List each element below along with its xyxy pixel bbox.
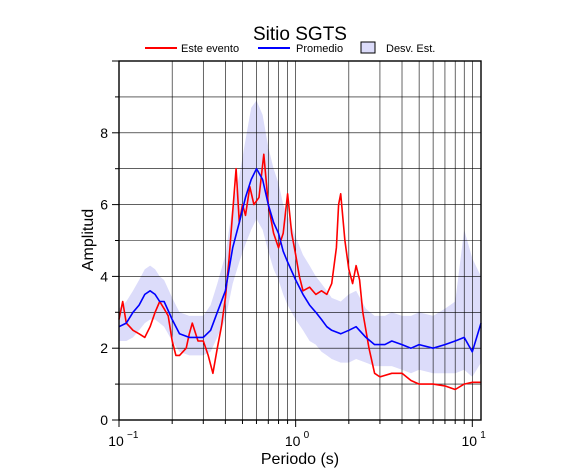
grid-layer xyxy=(118,61,481,420)
y-tick-label: 6 xyxy=(100,197,108,213)
legend-label: Este evento xyxy=(181,43,239,55)
x-axis-label: Periodo (s) xyxy=(261,451,339,468)
series-line-promedio xyxy=(118,167,482,353)
legend-label: Promedio xyxy=(296,43,343,55)
chart-title: Sitio SGTS xyxy=(253,24,347,45)
x-tick-exponent: −1 xyxy=(127,430,139,441)
y-tick-label: 8 xyxy=(100,125,108,141)
y-tick-label: 2 xyxy=(100,340,108,356)
x-tick-exponent: 0 xyxy=(304,430,310,441)
legend: Este evento Promedio Desv. Est. xyxy=(145,41,435,55)
x-tick-label: 10 xyxy=(108,433,124,449)
x-tick-label: 10 xyxy=(462,433,478,449)
std-dev-band-layer xyxy=(119,100,481,377)
y-tick-label: 4 xyxy=(100,268,108,284)
legend-band-swatch xyxy=(360,41,376,54)
plot-area xyxy=(118,60,482,421)
x-tick-exponent: 1 xyxy=(480,430,486,441)
x-tick-label: 10 xyxy=(285,433,301,449)
y-tick-label: 0 xyxy=(100,412,108,428)
series-layer xyxy=(118,153,482,391)
legend-label: Desv. Est. xyxy=(386,43,435,55)
std-dev-band xyxy=(119,100,481,377)
y-axis-label: Amplitud xyxy=(80,209,97,271)
